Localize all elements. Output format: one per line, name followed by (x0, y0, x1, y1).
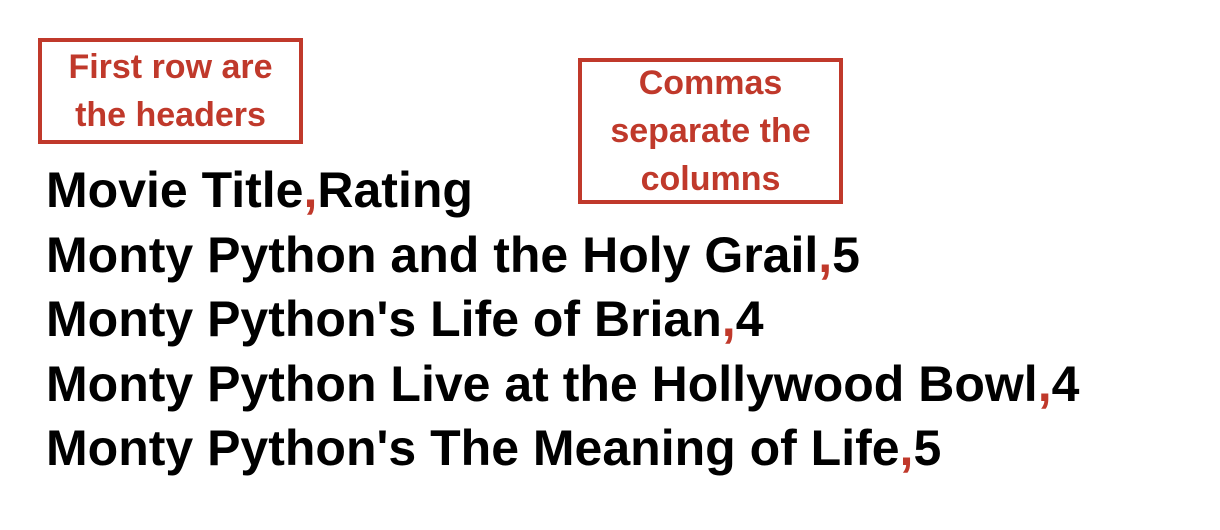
csv-data-row: Monty Python and the Holy Grail,5 (46, 223, 1079, 288)
csv-cell-title: Monty Python's Life of Brian (46, 291, 722, 347)
csv-delimiter: , (721, 291, 736, 347)
comma-separator-callout: Commas separate the columns (578, 58, 843, 204)
callout-line: First row are (68, 48, 273, 86)
csv-header-row: Movie Title,Rating (46, 158, 1079, 223)
csv-cell-title: Monty Python and the Holy Grail (46, 226, 819, 283)
csv-data-row: Monty Python Live at the Hollywood Bowl,… (46, 352, 1079, 417)
csv-delimiter: , (818, 226, 833, 283)
csv-cell-rating: 5 (913, 420, 942, 476)
csv-cell-title: Monty Python's The Meaning of Life (46, 420, 900, 476)
csv-cell-title: Monty Python Live at the Hollywood Bowl (46, 355, 1038, 412)
callout-line: Commas (638, 64, 783, 102)
csv-text-block: Movie Title,Rating Monty Python and the … (46, 158, 1079, 481)
callout-line: the headers (75, 96, 266, 134)
csv-delimiter: , (303, 162, 318, 218)
csv-data-row: Monty Python's Life of Brian,4 (46, 287, 1079, 352)
csv-cell-rating: 5 (832, 226, 860, 283)
csv-cell-rating: 4 (1051, 355, 1080, 412)
csv-cell-rating: 4 (735, 291, 764, 347)
csv-delimiter: , (899, 420, 914, 476)
csv-cell-rating: Rating (317, 162, 473, 218)
csv-data-row: Monty Python's The Meaning of Life,5 (46, 416, 1079, 481)
csv-delimiter: , (1037, 355, 1052, 412)
csv-cell-title: Movie Title (46, 162, 304, 218)
header-row-callout: First row are the headers (38, 38, 303, 144)
callout-line: separate the (610, 112, 811, 150)
callout-line: columns (640, 160, 781, 198)
